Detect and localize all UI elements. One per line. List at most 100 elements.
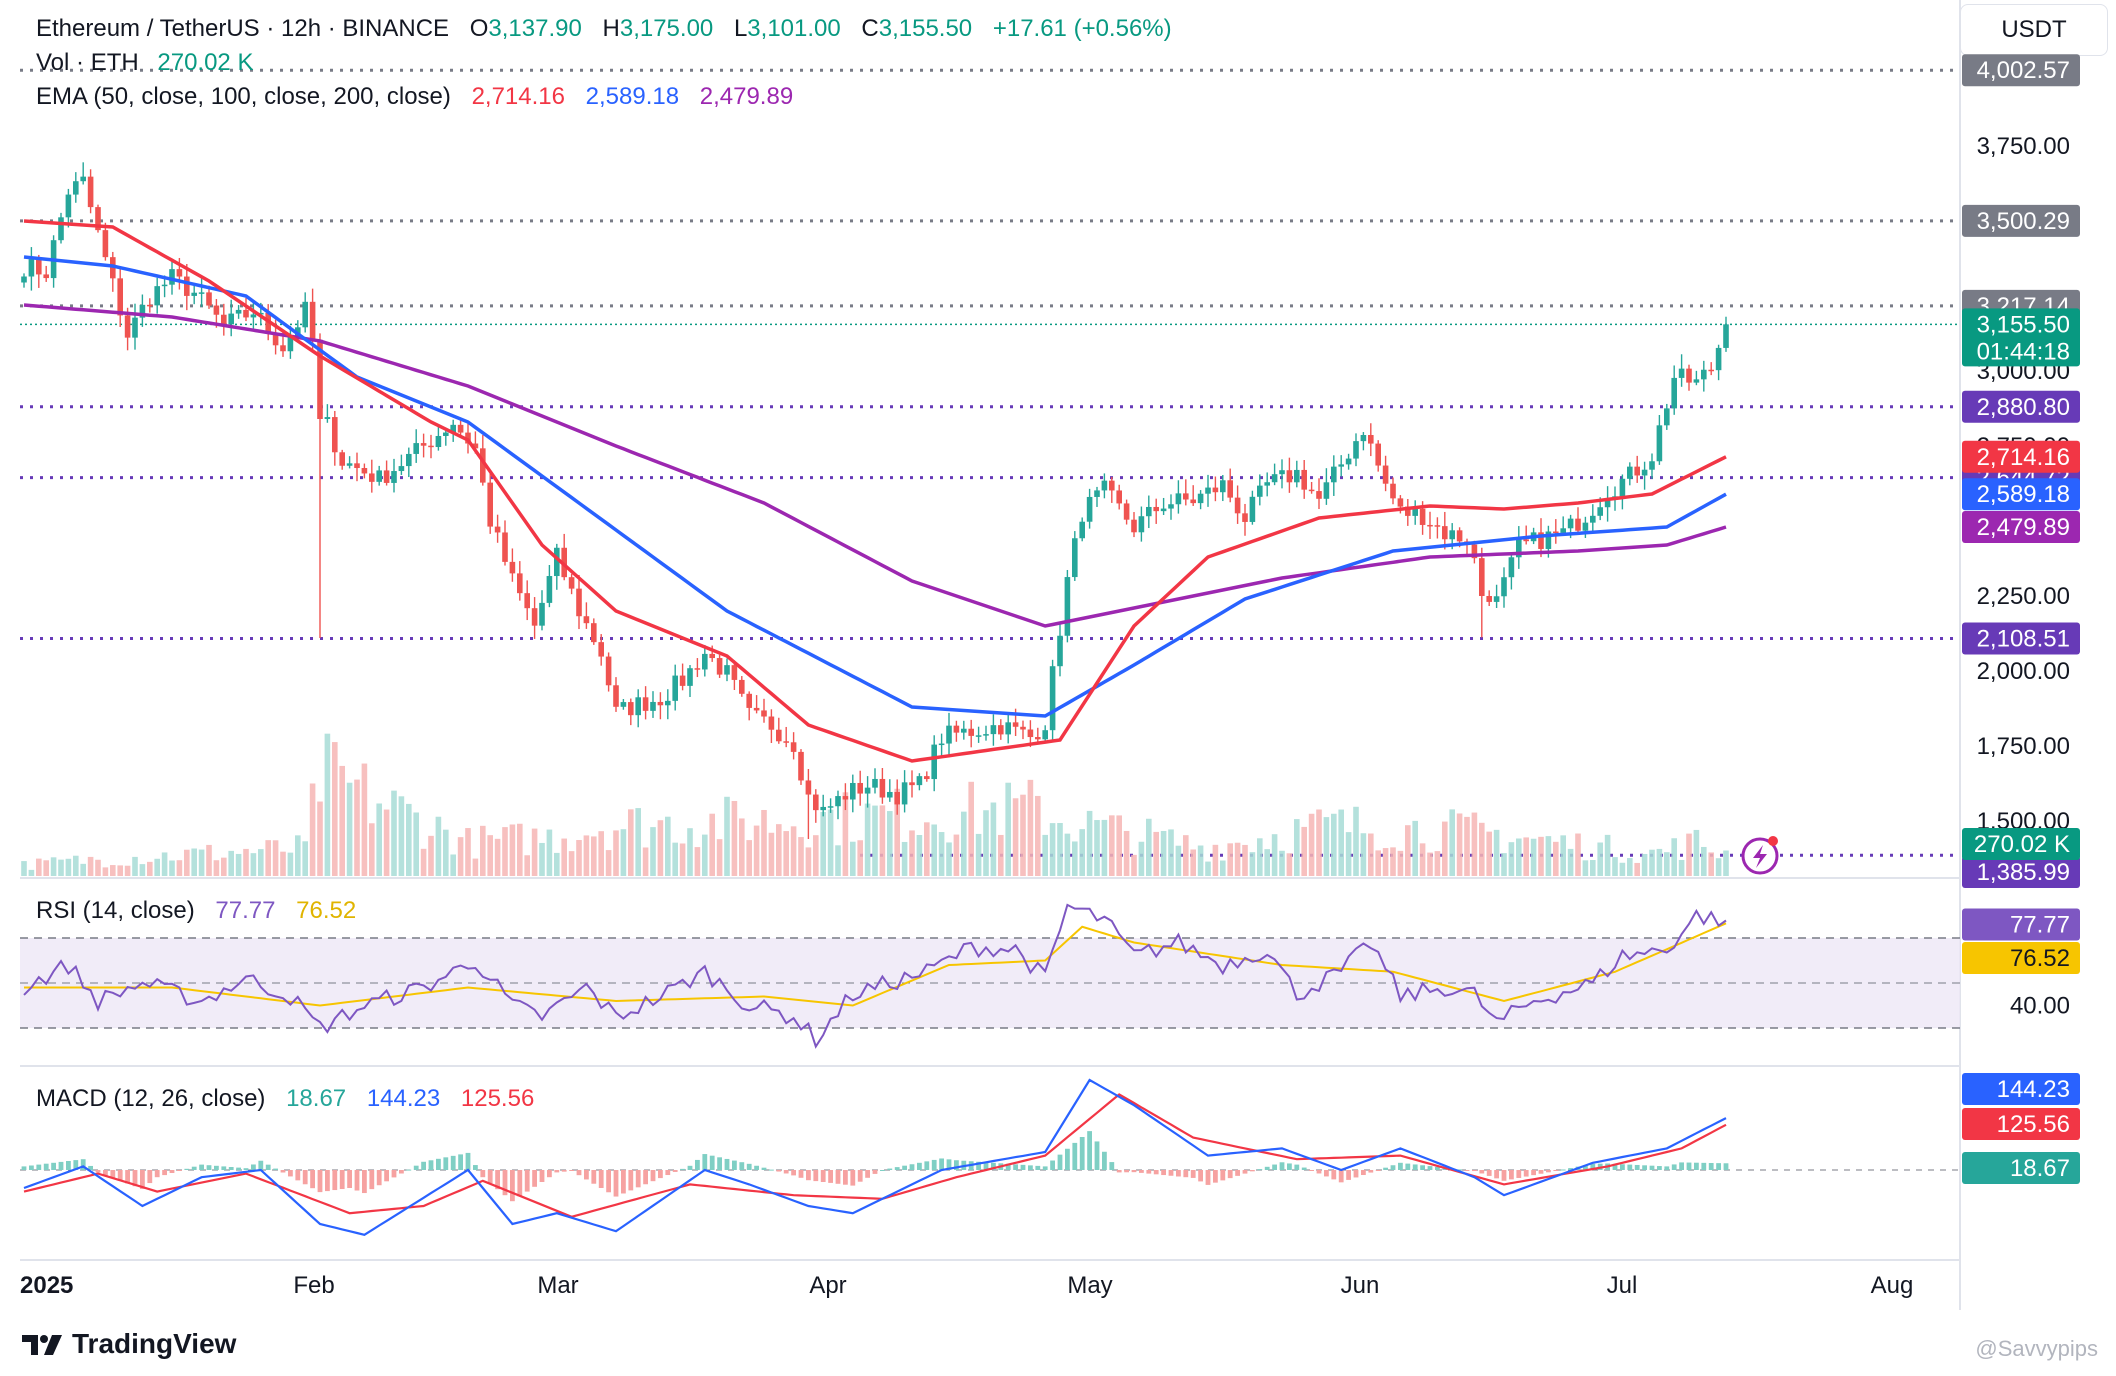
candle-body xyxy=(435,435,442,448)
macd-histogram-bar xyxy=(761,1167,767,1170)
candle-body xyxy=(221,314,227,325)
candle-body xyxy=(235,309,242,314)
macd-histogram-bar xyxy=(317,1170,323,1193)
candle-body xyxy=(1234,497,1241,514)
candle-body xyxy=(768,716,775,730)
candle-body xyxy=(87,176,94,208)
candle-body xyxy=(827,806,834,808)
candle-body xyxy=(1523,539,1529,542)
macd-histogram-bar xyxy=(1057,1154,1063,1170)
volume-bar xyxy=(1131,854,1137,876)
candle-body xyxy=(1479,558,1485,596)
volume-tag-label: 270.02 K xyxy=(1974,831,2070,858)
volume-bar xyxy=(628,809,634,876)
histogram-tag-label: 18.67 xyxy=(2010,1155,2070,1182)
volume-bar xyxy=(413,812,419,876)
candle-body xyxy=(938,743,945,746)
volume-bar xyxy=(1345,832,1352,876)
volume-bar xyxy=(117,865,123,876)
candle-body xyxy=(1516,539,1522,558)
macd-histogram-bar xyxy=(1694,1162,1699,1170)
volume-bar xyxy=(1708,852,1714,876)
volume-bar xyxy=(1575,833,1581,876)
candle-body xyxy=(842,796,849,800)
macd-histogram-bar xyxy=(228,1167,234,1170)
macd-histogram-bar xyxy=(1516,1170,1522,1178)
macd-histogram-bar xyxy=(584,1170,589,1180)
candle-body xyxy=(480,448,486,483)
macd-histogram-bar xyxy=(924,1161,930,1170)
volume-bar xyxy=(435,816,442,876)
macd-histogram-bar xyxy=(1324,1170,1329,1177)
macd-histogram-bar xyxy=(835,1170,841,1184)
macd-histogram-bar xyxy=(376,1170,382,1186)
candle-body xyxy=(413,443,419,454)
candle-body xyxy=(1590,515,1596,523)
price-tick-label: 2,250.00 xyxy=(1977,583,2070,610)
candle-body xyxy=(1079,521,1085,539)
legend-ohlc: Ethereum / TetherUS · 12h · BINANCE O3,1… xyxy=(36,15,1172,42)
macd-histogram-bar xyxy=(650,1170,656,1182)
candle-body xyxy=(472,443,479,449)
candle-body xyxy=(1545,531,1552,549)
candle-body xyxy=(302,301,308,328)
candle-body xyxy=(709,653,715,659)
candle-body xyxy=(406,453,412,467)
volume-bar xyxy=(524,855,530,876)
histogram-tag xyxy=(1962,1152,2080,1184)
macd-histogram-bar xyxy=(502,1170,508,1196)
volume-bar xyxy=(1338,809,1344,876)
volume-bar xyxy=(472,858,479,876)
macd-panel[interactable] xyxy=(20,1078,1960,1236)
macd-histogram-bar xyxy=(450,1155,456,1170)
candle-body xyxy=(1338,464,1344,467)
volume-bar xyxy=(1693,829,1700,876)
volume-bar xyxy=(1427,852,1433,876)
macd-histogram-bar xyxy=(872,1170,878,1174)
macd-histogram-bar xyxy=(791,1170,796,1176)
price-axis[interactable]: 3,750.002,250.002,000.001,750.003,000.00… xyxy=(1962,54,2080,1184)
candle-body xyxy=(576,588,582,617)
candle-body xyxy=(1301,469,1307,490)
volume-bar xyxy=(309,783,316,876)
volume-bar xyxy=(1508,842,1515,876)
volume-bar xyxy=(1479,822,1485,876)
macd-histogram-bar xyxy=(976,1161,981,1170)
volume-bar xyxy=(591,836,597,876)
tradingview-logo[interactable]: TradingView xyxy=(22,1328,236,1360)
macd-histogram-bar xyxy=(635,1170,641,1188)
price-tick-label: 3,750.00 xyxy=(1977,133,2070,160)
volume-bar xyxy=(1715,858,1722,876)
volume-bar xyxy=(161,852,168,876)
candle-body xyxy=(324,417,331,419)
candle-body xyxy=(1175,493,1182,505)
volume-bar xyxy=(1442,821,1448,876)
last-price-tag xyxy=(1962,308,2080,367)
volume-bar xyxy=(87,856,94,876)
volume-bar xyxy=(80,863,86,876)
macd-histogram-bar xyxy=(1427,1166,1433,1170)
macd-histogram-bar xyxy=(1657,1166,1662,1170)
candle-body xyxy=(813,794,819,811)
lightning-icon[interactable] xyxy=(1741,836,1779,875)
volume-bar xyxy=(1723,850,1729,876)
volume-bar xyxy=(1116,815,1122,876)
macd-histogram-bar xyxy=(739,1162,745,1170)
volume-bar xyxy=(1286,853,1293,876)
macd-histogram-bar xyxy=(1531,1170,1536,1176)
volume-bar xyxy=(1316,809,1322,876)
volume-bar xyxy=(1027,779,1034,876)
macd-histogram-bar xyxy=(384,1170,389,1182)
candle-body xyxy=(1146,506,1152,517)
candle-body xyxy=(605,656,612,686)
rsi-panel[interactable] xyxy=(20,903,1960,1049)
price-panel[interactable] xyxy=(20,68,1960,876)
candle-body xyxy=(1116,490,1122,504)
volume-bar xyxy=(687,828,693,876)
candle-body xyxy=(376,470,382,482)
macd-histogram-bar xyxy=(1227,1170,1233,1179)
candle-body xyxy=(361,468,368,474)
time-axis[interactable]: 2025 Feb Mar Apr May Jun Jul Aug xyxy=(20,1272,1913,1299)
candle-body xyxy=(961,728,967,733)
